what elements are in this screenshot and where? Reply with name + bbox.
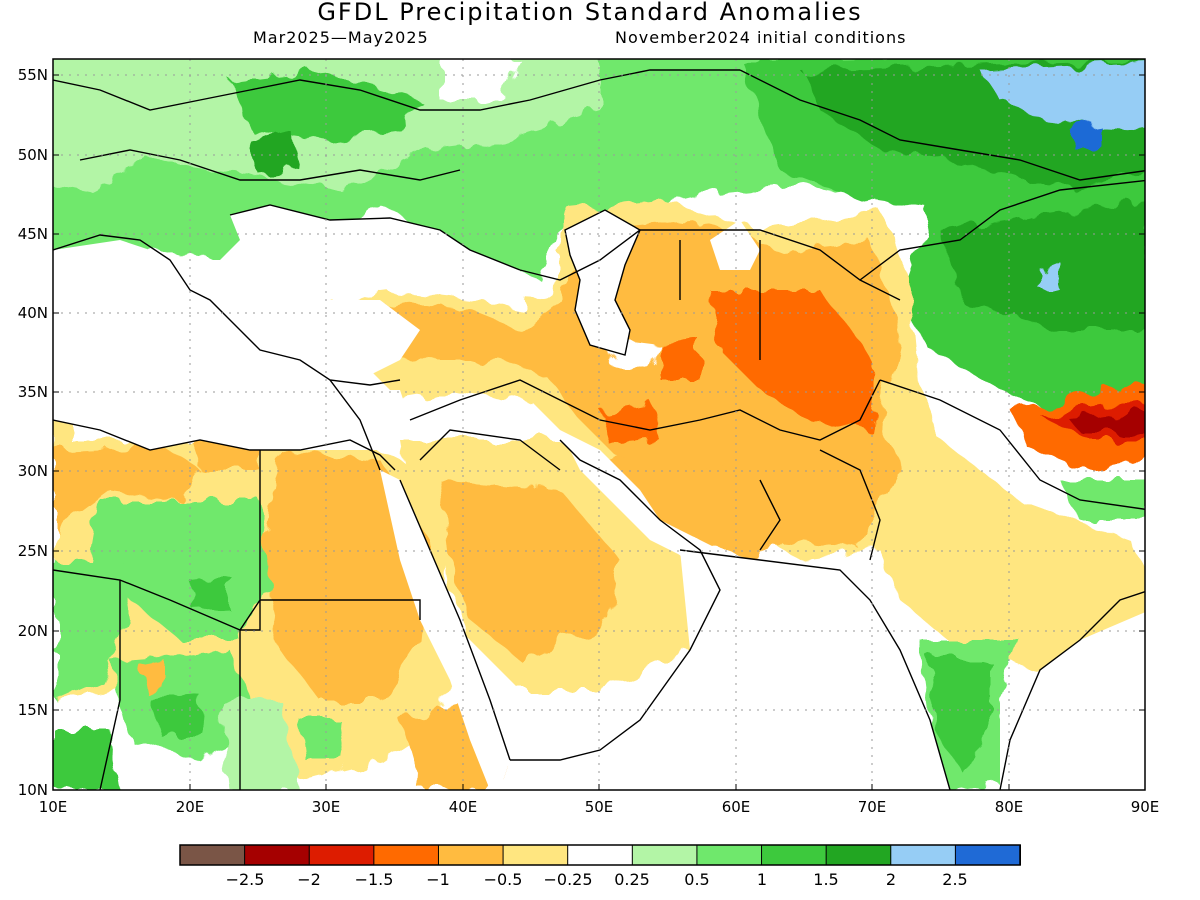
- lat-label: 45N: [18, 225, 48, 243]
- colorbar-swatch: [891, 845, 956, 865]
- colorbar-swatch: [503, 845, 568, 865]
- colorbar-label: −0.25: [543, 870, 592, 889]
- longitude-labels: 10E 20E 30E 40E 50E 60E 70E 80E 90E: [39, 798, 1160, 816]
- lon-label: 50E: [585, 798, 614, 816]
- lat-label: 40N: [18, 304, 48, 322]
- lat-label: 25N: [18, 542, 48, 560]
- colorbar-label: −2: [297, 870, 321, 889]
- lat-label: 55N: [18, 66, 48, 84]
- colorbar-swatch: [309, 845, 374, 865]
- colorbar-swatch: [568, 845, 633, 865]
- colorbar-labels: −2.5 −2 −1.5 −1 −0.5 −0.25 0.25 0.5 1 1.…: [226, 870, 968, 889]
- lon-label: 30E: [312, 798, 341, 816]
- lat-label: 35N: [18, 383, 48, 401]
- lon-label: 10E: [39, 798, 68, 816]
- lon-label: 70E: [858, 798, 887, 816]
- colorbar-label: −2.5: [226, 870, 265, 889]
- colorbar-label: −1: [426, 870, 450, 889]
- colorbar-swatch: [438, 845, 503, 865]
- lon-label: 60E: [722, 798, 751, 816]
- colorbar-swatch: [955, 845, 1020, 865]
- anomaly-map: 55N 50N 45N 40N 35N 30N 25N 20N 15N 10N …: [0, 0, 1200, 900]
- colorbar-label: 2.5: [942, 870, 967, 889]
- lat-label: 30N: [18, 462, 48, 480]
- colorbar-label: 0.25: [614, 870, 650, 889]
- colorbar-label: −0.5: [484, 870, 523, 889]
- colorbar: [180, 845, 1021, 865]
- lon-label: 40E: [449, 798, 478, 816]
- colorbar-swatch: [245, 845, 310, 865]
- colorbar-label: −1.5: [355, 870, 394, 889]
- colorbar-label: 0.5: [684, 870, 709, 889]
- colorbar-swatch: [697, 845, 762, 865]
- lat-label: 15N: [18, 701, 48, 719]
- colorbar-swatch: [632, 845, 697, 865]
- lat-label: 10N: [18, 781, 48, 799]
- colorbar-swatch: [762, 845, 827, 865]
- colorbar-label: 1.5: [813, 870, 838, 889]
- lon-label: 20E: [176, 798, 205, 816]
- colorbar-swatch: [374, 845, 439, 865]
- lat-label: 20N: [18, 622, 48, 640]
- lon-label: 90E: [1131, 798, 1160, 816]
- colorbar-label: 2: [886, 870, 896, 889]
- colorbar-swatch: [826, 845, 891, 865]
- lat-label: 50N: [18, 146, 48, 164]
- colorbar-label: 1: [757, 870, 767, 889]
- colorbar-swatch: [180, 845, 245, 865]
- latitude-labels: 55N 50N 45N 40N 35N 30N 25N 20N 15N 10N: [18, 66, 48, 799]
- lon-label: 80E: [995, 798, 1024, 816]
